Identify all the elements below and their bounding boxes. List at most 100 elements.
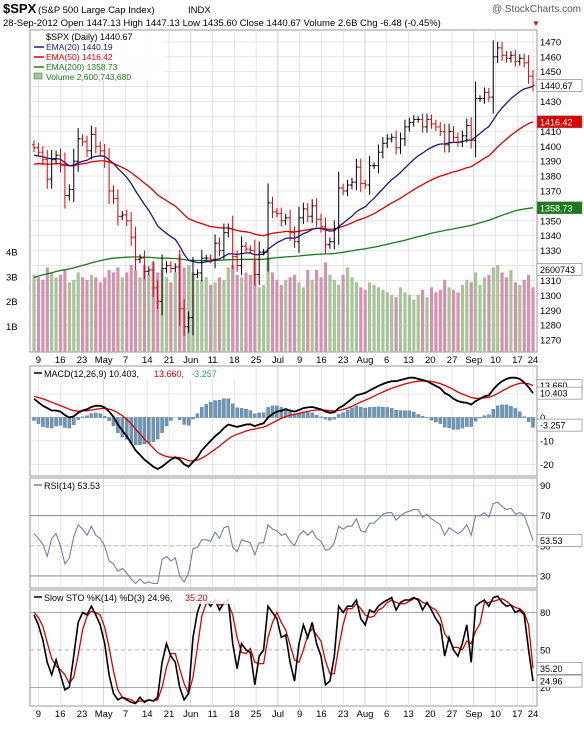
macd-histogram-bar xyxy=(218,400,221,417)
volume-bar xyxy=(425,297,428,352)
volume-bar xyxy=(297,282,300,352)
macd-histogram-bar xyxy=(280,407,283,417)
macd-histogram-bar xyxy=(85,416,88,418)
date-tick-label: 16 xyxy=(55,709,66,720)
date-tick-label: 25 xyxy=(251,355,262,366)
macd-histogram-bar xyxy=(320,417,323,418)
date-tick-label: 16 xyxy=(55,355,66,366)
macd-histogram-bar xyxy=(359,407,362,417)
volume-bar xyxy=(41,280,44,352)
macd-histogram-bar xyxy=(50,418,53,429)
macd-histogram-bar xyxy=(94,413,97,418)
macd-histogram-bar xyxy=(478,418,481,419)
macd-histogram-bar xyxy=(306,412,309,417)
chart-company-name: (S&P 500 Large Cap Index) xyxy=(38,5,155,16)
macd-histogram-bar xyxy=(527,418,530,422)
macd-histogram-bar xyxy=(183,418,186,425)
volume-bar xyxy=(412,300,415,352)
volume-bar xyxy=(514,282,517,352)
macd-histogram-bar xyxy=(395,410,398,417)
macd-histogram-bar xyxy=(386,407,389,417)
price-tick-label: 1280 xyxy=(540,321,561,332)
macd-histogram-bar xyxy=(337,414,340,417)
macd-histogram-bar xyxy=(373,407,376,417)
volume-bar xyxy=(121,277,124,352)
price-panel: 1B2B3B4B12701280129013001310133013401350… xyxy=(6,30,582,352)
volume-bar xyxy=(470,282,473,352)
price-legend-item: EMA(200) 1358.73 xyxy=(46,62,118,72)
volume-bar xyxy=(196,280,199,352)
macd-histogram-bar xyxy=(72,418,75,425)
volume-bar xyxy=(55,277,58,352)
volume-bar xyxy=(381,290,384,352)
macd-histogram-bar xyxy=(531,418,534,428)
price-tick-label: 1340 xyxy=(540,231,561,242)
macd-histogram-bar xyxy=(191,418,194,420)
date-tick-label: Jun xyxy=(183,355,198,366)
macd-histogram-bar xyxy=(364,408,367,417)
date-tick-label: 27 xyxy=(447,355,458,366)
volume-bar xyxy=(275,280,278,352)
macd-histogram-bar xyxy=(518,412,521,418)
macd-histogram-bar xyxy=(214,401,217,418)
macd-histogram-bar xyxy=(443,418,446,428)
date-tick-label: 20 xyxy=(425,355,436,366)
price-tick-label: 1470 xyxy=(540,37,561,48)
volume-bar xyxy=(134,270,137,352)
macd-histogram-bar xyxy=(474,418,477,422)
volume-bar xyxy=(236,275,239,352)
macd-histogram-bar xyxy=(456,418,459,430)
macd-histogram-bar xyxy=(461,418,464,429)
sto-tick-label: 50 xyxy=(540,645,551,656)
macd-histogram-bar xyxy=(103,416,106,417)
rsi-tick-label: 30 xyxy=(540,571,551,582)
macd-histogram-bar xyxy=(81,417,84,418)
macd-histogram-bar xyxy=(68,418,71,429)
volume-bar xyxy=(280,285,283,352)
volume-bar xyxy=(328,275,331,352)
macd-histogram-bar xyxy=(169,418,172,421)
macd-histogram-bar xyxy=(346,410,349,418)
macd-histogram-bar xyxy=(32,418,35,421)
date-tick-label: Aug xyxy=(357,709,374,720)
volume-bar xyxy=(492,267,495,352)
date-tick-label: 9 xyxy=(36,709,41,720)
macd-histogram-bar xyxy=(200,407,203,417)
price-tick-label: 1430 xyxy=(540,97,561,108)
date-tick-label: 18 xyxy=(229,709,240,720)
macd-histogram-bar xyxy=(333,418,336,420)
macd-histogram-bar xyxy=(448,418,451,428)
macd-histogram-bar xyxy=(108,418,111,421)
macd-histogram-bar xyxy=(90,414,93,418)
volume-bar xyxy=(501,272,504,352)
macd-histogram-bar xyxy=(37,418,40,424)
macd-legend-item: MACD(12,26,9) 10.403, xyxy=(44,369,139,379)
volume-bar xyxy=(90,275,93,352)
macd-legend-item: -3.257 xyxy=(191,369,217,379)
date-tick-label: 27 xyxy=(447,709,458,720)
macd-histogram-bar xyxy=(328,418,331,421)
macd-histogram-bar xyxy=(439,418,442,424)
volume-bar xyxy=(284,280,287,352)
macd-histogram-bar xyxy=(59,418,62,426)
date-tick-label: 18 xyxy=(229,355,240,366)
macd-histogram-bar xyxy=(196,414,199,418)
volume-bar xyxy=(350,277,353,352)
date-tick-label: 25 xyxy=(251,709,262,720)
macd-histogram-bar xyxy=(514,408,517,417)
volume-bar xyxy=(439,290,442,352)
date-tick-label: 7 xyxy=(123,355,128,366)
price-legend-item: EMA(50) 1416.42 xyxy=(46,52,113,62)
volume-bar xyxy=(518,285,521,352)
macd-value-tag: -3.257 xyxy=(540,421,566,431)
macd-histogram-bar xyxy=(165,418,168,427)
date-tick-label: 17 xyxy=(512,355,523,366)
volume-bar xyxy=(465,280,468,352)
macd-histogram-bar xyxy=(496,406,499,418)
volume-bar xyxy=(112,272,115,352)
down-arrow-icon: ▼ xyxy=(532,19,540,28)
